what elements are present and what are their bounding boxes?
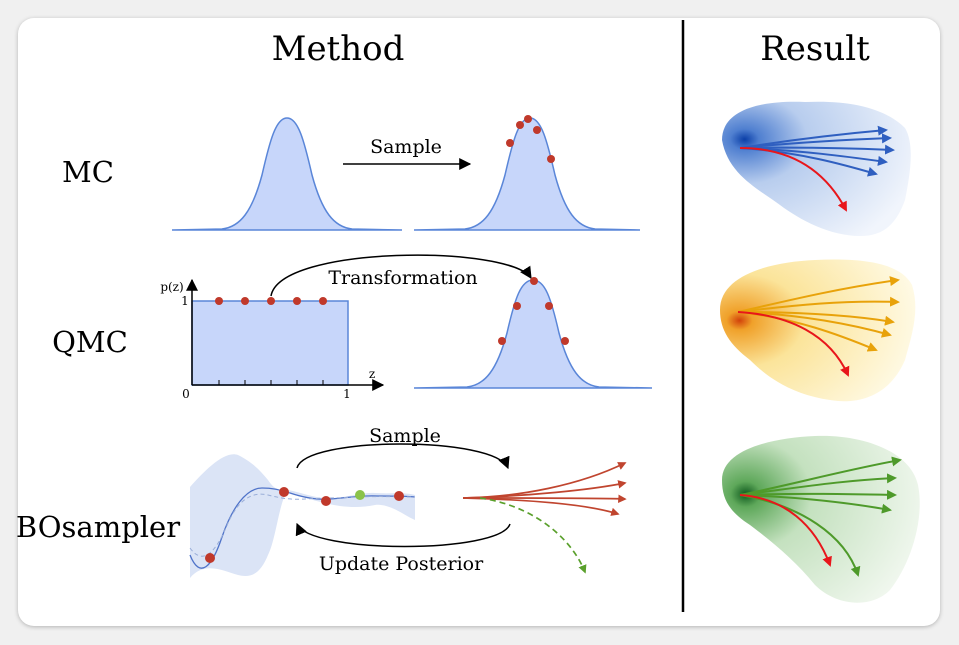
mc-sampled-gaussian [413, 117, 641, 231]
qmc-sampled-gaussian [413, 279, 653, 389]
qmc-sample-points [498, 277, 569, 345]
qmc-uniform-plot [186, 278, 385, 391]
qmc-x-tick-start: 0 [182, 387, 190, 401]
qmc-x-axis-label: z [369, 367, 375, 381]
bo-sampled-trajectories [462, 462, 627, 516]
bosampler-row-label: BOsampler [16, 510, 180, 544]
qmc-transformation-label: Transformation [328, 267, 477, 289]
bo-update-arrow [295, 522, 511, 548]
qmc-y-axis-label: p(z) [160, 280, 183, 294]
qmc-label-backdrop [330, 266, 476, 288]
mc-sample-points [506, 115, 555, 163]
qmc-x-tick-end: 1 [343, 387, 351, 401]
mc-sample-label: Sample [370, 136, 442, 158]
bo-gaussian-process-plot [189, 454, 416, 578]
mc-prior-gaussian [171, 117, 403, 231]
mc-result-panel [722, 101, 911, 237]
bo-result-panel [722, 435, 920, 603]
bo-update-label: Update Posterior [319, 553, 484, 575]
qmc-transformation-arrow [270, 254, 532, 297]
bo-sample-label: Sample [369, 425, 441, 447]
mc-row-label: MC [62, 155, 114, 189]
result-heading: Result [760, 29, 870, 69]
qmc-y-tick: 1 [181, 294, 189, 308]
qmc-result-panel [720, 259, 916, 402]
qmc-row-label: QMC [52, 325, 128, 359]
bo-sample-arrow [296, 443, 510, 470]
method-heading: Method [272, 29, 405, 69]
bo-selected-trajectory [479, 497, 587, 574]
